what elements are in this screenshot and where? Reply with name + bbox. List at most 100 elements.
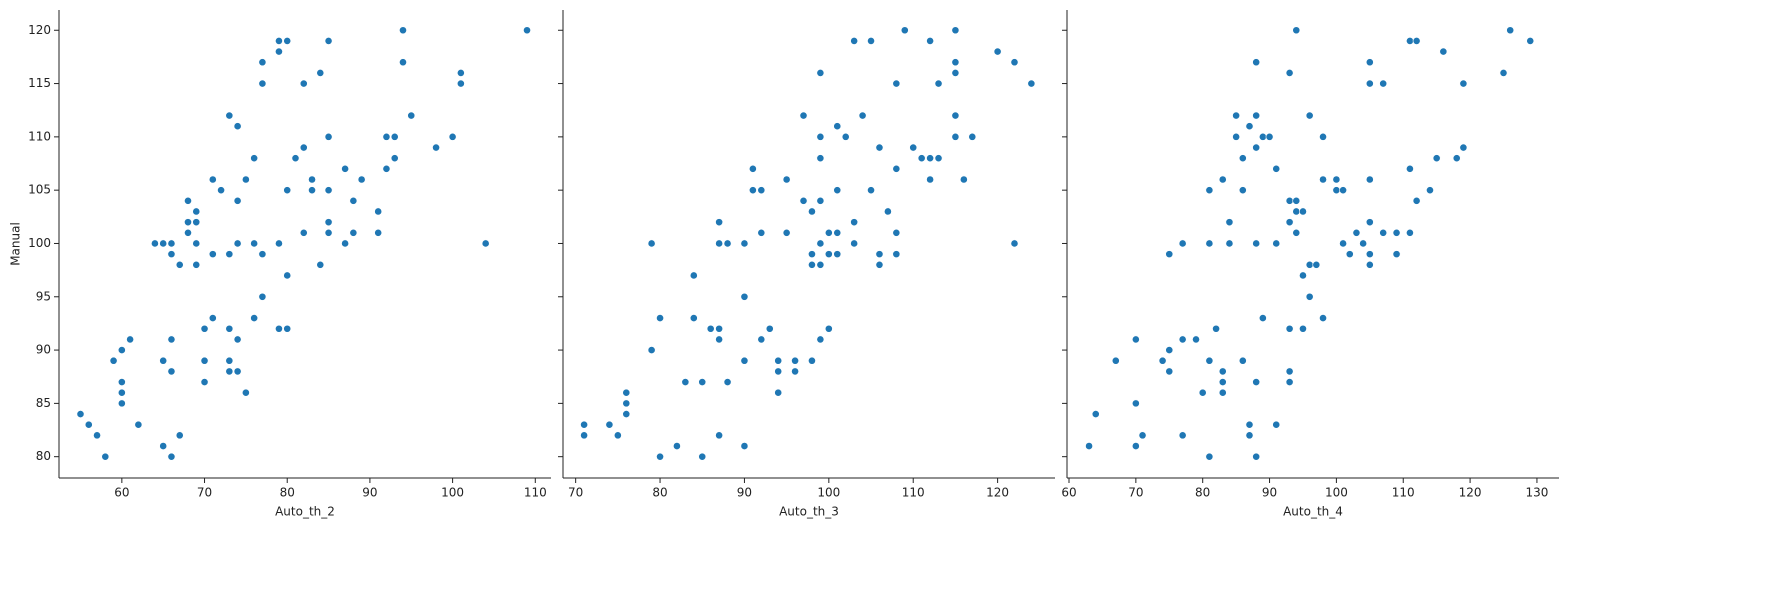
x-tick-label: 120 (1459, 486, 1482, 500)
point (308, 175, 316, 184)
point (757, 186, 766, 195)
point (1272, 239, 1281, 248)
point (1345, 250, 1354, 259)
x-tick-label: 70 (197, 486, 212, 500)
point (225, 250, 234, 259)
point (299, 228, 308, 237)
point (1305, 111, 1314, 120)
point (275, 37, 283, 45)
point (926, 175, 935, 184)
point (1379, 79, 1388, 88)
point (892, 79, 901, 88)
point (1218, 175, 1227, 184)
point (1218, 367, 1227, 376)
point (1131, 335, 1140, 344)
point (757, 228, 766, 237)
point (1218, 378, 1227, 386)
point (816, 68, 825, 77)
point (1332, 175, 1341, 184)
x-tick-label: 80 (280, 486, 295, 500)
x-axis-label: Auto_th_2 (275, 505, 335, 519)
point (1432, 154, 1441, 163)
point (656, 452, 664, 461)
point (1218, 388, 1227, 397)
point (715, 239, 724, 248)
point (1292, 26, 1301, 35)
point (647, 239, 656, 248)
point (200, 324, 209, 333)
point (1252, 378, 1261, 386)
point (765, 324, 774, 333)
point (748, 164, 757, 173)
x-tick-label: 110 (524, 486, 547, 500)
point (698, 378, 707, 386)
point (324, 228, 333, 237)
point (1165, 346, 1174, 354)
point (951, 111, 960, 120)
point (808, 260, 816, 269)
point (1238, 154, 1247, 163)
x-tick-label: 100 (1325, 486, 1348, 500)
point (740, 292, 749, 301)
y-tick-label: 100 (28, 236, 51, 250)
point (250, 154, 259, 163)
y-tick-label: 95 (36, 289, 51, 303)
point (250, 314, 259, 322)
point (283, 37, 292, 45)
point (1506, 26, 1515, 35)
point (192, 239, 201, 248)
point (432, 143, 440, 152)
point (959, 175, 968, 184)
point (117, 378, 126, 386)
point (740, 442, 749, 450)
point (250, 239, 259, 248)
point (184, 218, 192, 227)
point (184, 228, 192, 237)
point (1205, 452, 1214, 461)
point (258, 292, 267, 301)
point (1292, 228, 1301, 237)
point (1178, 431, 1187, 440)
point (390, 154, 399, 163)
point (1245, 431, 1254, 440)
x-tick-label: 100 (817, 486, 840, 500)
point (1238, 356, 1247, 365)
point (1010, 58, 1019, 67)
point (316, 68, 325, 77)
point (1232, 132, 1241, 141)
point (159, 239, 168, 248)
point (892, 250, 901, 259)
y-tick-label: 105 (28, 183, 51, 197)
point (1285, 218, 1294, 227)
point (167, 367, 176, 376)
point (1285, 324, 1294, 333)
y-tick-label: 85 (36, 396, 51, 410)
point (324, 186, 333, 195)
point (275, 324, 283, 333)
x-tick-label: 90 (362, 486, 377, 500)
point (1285, 367, 1294, 376)
point (1412, 196, 1421, 205)
point (689, 314, 698, 322)
point (791, 367, 799, 376)
point (1319, 132, 1327, 141)
point (283, 186, 292, 195)
point (1205, 239, 1214, 248)
x-tick-label: 70 (568, 486, 583, 500)
point (225, 356, 234, 365)
point (1252, 452, 1261, 461)
point (740, 356, 749, 365)
point (673, 442, 681, 450)
point (1365, 58, 1374, 67)
point (622, 410, 631, 418)
point (374, 207, 383, 216)
point (523, 26, 531, 35)
point (1158, 356, 1167, 365)
point (93, 431, 101, 440)
point (324, 218, 333, 227)
point (208, 314, 217, 322)
point (1027, 79, 1036, 88)
point (217, 186, 225, 195)
point (1165, 250, 1174, 259)
point (1252, 143, 1261, 152)
